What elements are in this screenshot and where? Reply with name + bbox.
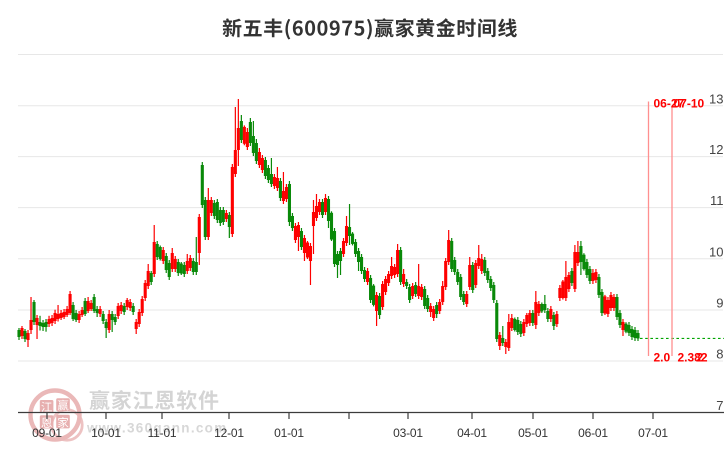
svg-text:2.382: 2.382 <box>678 351 708 365</box>
svg-text:03-01: 03-01 <box>393 426 423 440</box>
svg-text:2: 2 <box>697 351 704 365</box>
svg-text:07-10: 07-10 <box>674 97 705 111</box>
svg-text:06-27: 06-27 <box>654 97 685 111</box>
svg-text:06-01: 06-01 <box>578 426 608 440</box>
svg-text:01-01: 01-01 <box>274 426 304 440</box>
svg-text:11-01: 11-01 <box>148 426 177 440</box>
svg-text:13: 13 <box>709 91 723 106</box>
svg-text:05-01: 05-01 <box>518 426 548 440</box>
svg-text:12: 12 <box>709 142 723 157</box>
svg-text:9: 9 <box>716 296 723 311</box>
svg-text:7: 7 <box>716 398 723 413</box>
svg-text:11: 11 <box>710 193 724 208</box>
svg-text:10-01: 10-01 <box>91 426 121 440</box>
svg-text:2.0: 2.0 <box>654 351 671 365</box>
svg-text:04-01: 04-01 <box>457 426 487 440</box>
svg-text:10: 10 <box>709 244 723 259</box>
svg-text:8: 8 <box>716 347 723 362</box>
svg-text:09-01: 09-01 <box>32 426 62 440</box>
svg-text:12-01: 12-01 <box>214 426 244 440</box>
svg-text:07-01: 07-01 <box>638 426 668 440</box>
svg-text:www.360gann.com: www.360gann.com <box>86 421 228 436</box>
